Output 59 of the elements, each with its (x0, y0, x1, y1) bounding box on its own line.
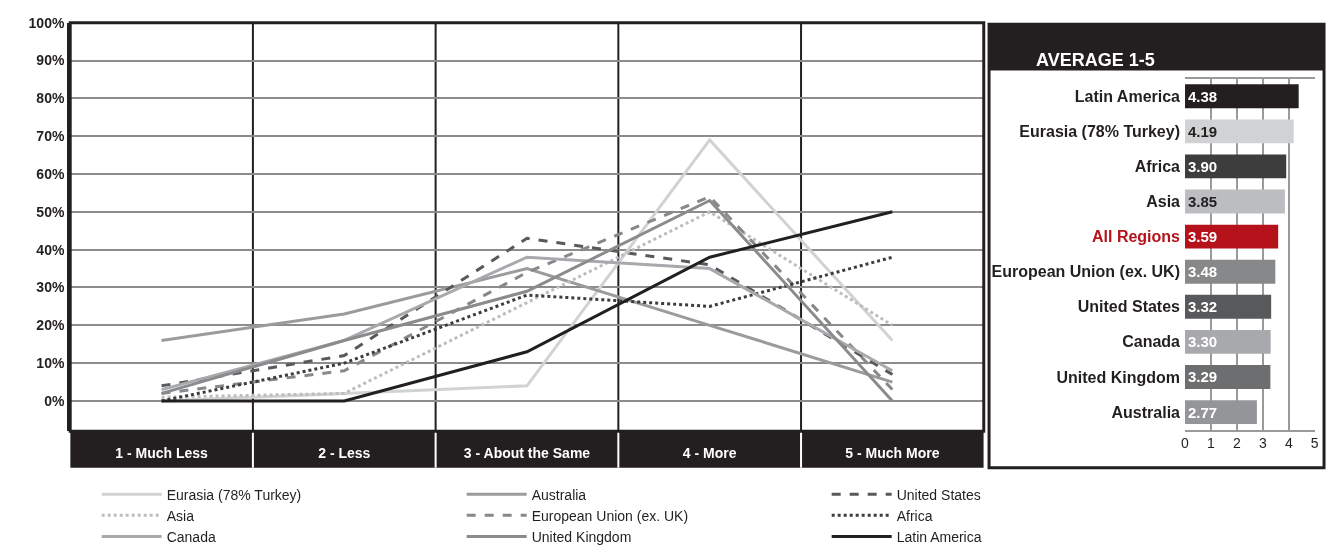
x-tick-label: 5 - Much More (845, 445, 940, 462)
x-tick-label: 0 (1181, 435, 1190, 452)
y-tick-label: 50% (36, 203, 65, 220)
x-tick-label: 2 (1233, 435, 1242, 452)
legend-label: United Kingdom (531, 529, 632, 546)
bar (1185, 119, 1294, 144)
data-label: 4.38 (1188, 87, 1218, 105)
y-tick-label: Australia (1111, 403, 1181, 421)
y-tick-label: 30% (36, 279, 65, 296)
legend-label: European Union (ex. UK) (531, 507, 689, 524)
y-tick-label: Eurasia (78% Turkey) (1019, 122, 1181, 140)
y-tick-label: All Regions (1091, 228, 1181, 246)
data-label: 3.90 (1188, 157, 1218, 175)
y-tick-label: 70% (36, 128, 65, 145)
legend-label: Australia (531, 486, 587, 503)
data-label: 3.85 (1188, 193, 1218, 211)
data-label: 4.19 (1188, 122, 1218, 140)
x-tick-label: 1 (1207, 435, 1216, 452)
bar (1185, 224, 1279, 249)
y-tick-label: Canada (1122, 333, 1181, 351)
y-tick-label: 100% (28, 14, 65, 31)
data-label: 3.32 (1188, 298, 1218, 316)
bar (1185, 84, 1299, 109)
legend-label: United States (896, 486, 981, 503)
y-tick-label: European Union (ex. UK) (991, 263, 1181, 281)
y-tick-label: Africa (1134, 158, 1181, 176)
y-tick-label: Latin America (1074, 87, 1181, 105)
legend-label: Eurasia (78% Turkey) (166, 486, 302, 503)
bar (1185, 294, 1272, 319)
y-tick-label: 90% (36, 52, 65, 69)
x-tick-label: 2 - Less (318, 445, 371, 462)
x-tick-label: 1 - Much Less (115, 445, 209, 462)
y-tick-label: United Kingdom (1056, 368, 1181, 386)
y-tick-label: 10% (36, 355, 65, 372)
legend-label: Latin America (896, 529, 982, 546)
x-tick-label: 4 (1284, 435, 1293, 452)
data-label: 3.30 (1188, 333, 1218, 351)
bar (1185, 259, 1276, 284)
y-tick-label: 60% (36, 165, 65, 182)
legend-label: Canada (166, 529, 216, 546)
chart-title: AVERAGE 1-5 (1036, 50, 1155, 70)
data-label: 2.77 (1188, 403, 1218, 421)
y-tick-label: United States (1077, 298, 1181, 316)
data-label: 3.59 (1188, 228, 1218, 246)
x-tick-label: 5 (1310, 435, 1319, 452)
x-tick-label: 4 - More (682, 445, 737, 462)
legend-label: Africa (896, 507, 933, 524)
y-tick-label: Asia (1146, 193, 1181, 211)
x-tick-label: 3 - About the Same (463, 445, 591, 462)
x-tick-label: 3 (1258, 435, 1267, 452)
data-label: 3.29 (1188, 368, 1218, 386)
y-tick-label: 40% (36, 241, 65, 258)
y-tick-label: 0% (44, 392, 65, 409)
legend-label: Asia (166, 507, 195, 524)
y-tick-label: 20% (36, 317, 65, 334)
bar (1185, 329, 1271, 354)
bar (1185, 365, 1271, 389)
y-tick-label: 80% (36, 90, 65, 107)
data-label: 3.48 (1188, 263, 1218, 281)
